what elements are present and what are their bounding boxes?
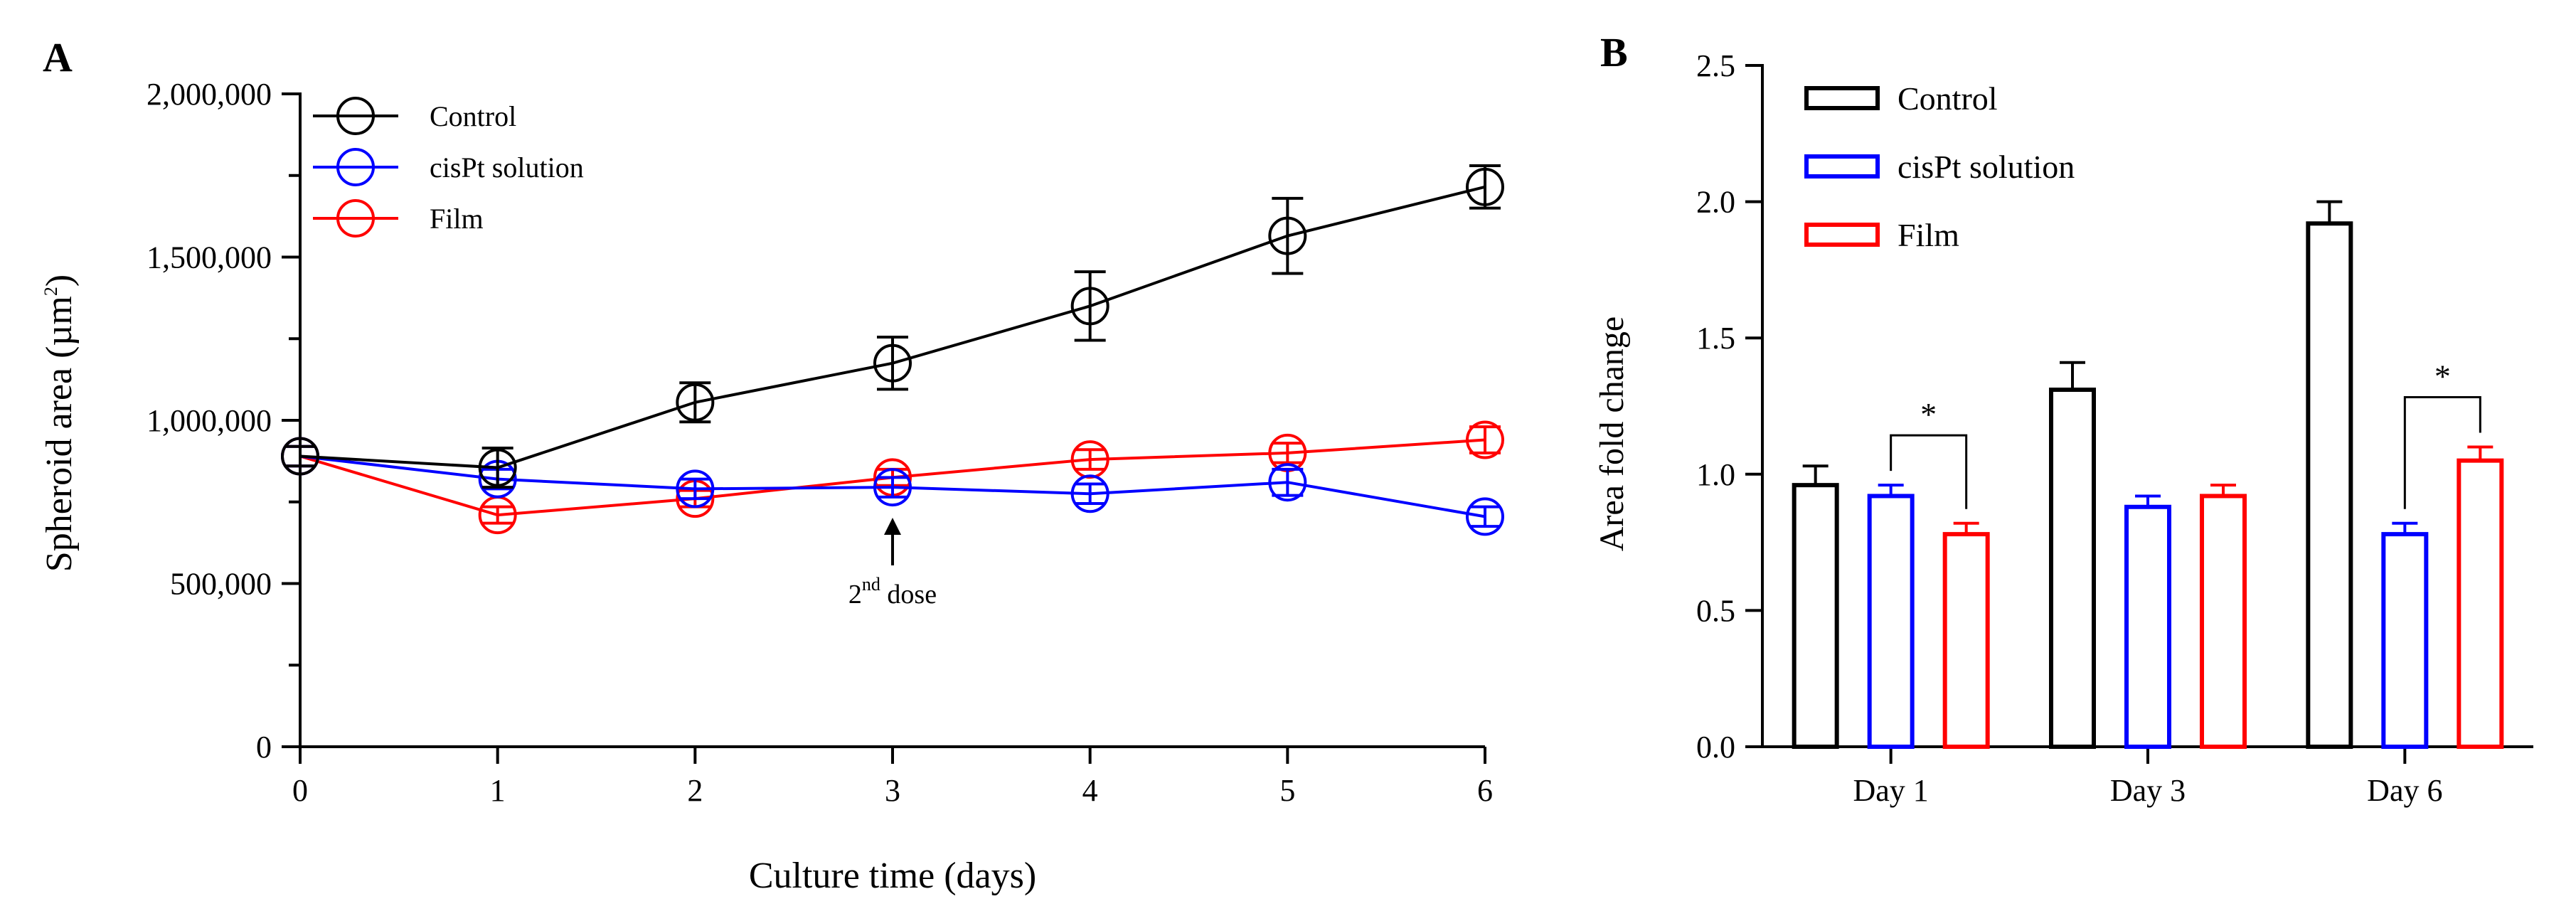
panel-a-legend-marker-film (336, 199, 375, 238)
panel-a-dose-annotation-sup: nd (862, 574, 880, 595)
panel-b-bar-cispt-solution (2124, 504, 2171, 749)
panel-a-x-axis-title: Culture time (days) (749, 856, 1036, 896)
panel-b-x-tick-label: Day 3 (2110, 773, 2186, 808)
panel-b-legend-label-control: Control (1898, 80, 1998, 117)
panel-a-y-tick-label: 1,000,000 (147, 403, 272, 438)
panel-b-y-axis-title: Area fold change (1593, 316, 1631, 552)
panel-a-x-tick-label: 6 (1477, 773, 1493, 808)
panel-a-y-tick-label: 2,000,000 (147, 77, 272, 112)
panel-b-y-tick-label: 1.5 (1696, 321, 1735, 356)
panel-a-dose-annotation-tail: dose (880, 580, 937, 609)
panel-a-dose-annotation: 2nd dose (848, 574, 937, 609)
panel-a-dose-annotation-main: 2 (848, 580, 862, 609)
panel-a-y-tick-label: 0 (256, 730, 272, 765)
panel-b-y-tick-label: 2.0 (1696, 185, 1735, 220)
panel-a-legend-label-control: Control (430, 100, 516, 132)
panel-a-point-cispt-solution (1466, 497, 1504, 536)
panel-b-x-tick-label: Day 6 (2367, 773, 2442, 808)
panel-a-point-cispt-solution (873, 468, 912, 507)
panel-a-legend-marker-cispt-solution (336, 148, 375, 186)
panel-b-legend-swatch-film (1804, 223, 1880, 247)
panel-a-dose-arrow-head (884, 518, 901, 535)
panel-a-x-tick-label: 4 (1082, 773, 1098, 808)
panel-b-y-tick-label: 0.5 (1696, 593, 1735, 628)
panel-a-point-cispt-solution (1268, 463, 1307, 502)
panel-a-point-control (873, 344, 912, 383)
panel-a-x-tick-label: 2 (687, 773, 703, 808)
panel-b-y-tick-label: 0.0 (1696, 730, 1735, 765)
panel-a-point-control (478, 448, 517, 487)
panel-a-point-control (1466, 167, 1504, 206)
panel-a-point-cispt-solution (676, 469, 715, 508)
panel-b-bar-cispt-solution (1867, 494, 1915, 749)
panel-b-bar-control (2049, 388, 2096, 749)
panel-a-y-tick-label: 500,000 (170, 567, 272, 602)
panel-b-bar-film (2457, 458, 2504, 749)
panel-b-legend-label-cispt-solution: cisPt solution (1898, 149, 2075, 185)
panel-b-significance-label: * (1920, 396, 1937, 432)
panel-b-significance-bracket (2403, 395, 2481, 509)
panel-a-letter: A (43, 34, 73, 80)
panel-a-x-tick-label: 0 (292, 773, 308, 808)
panel-b-y-tick-label: 2.5 (1696, 48, 1735, 83)
panel-a-chart: 0 500,000 1,000,000 1,500,000 2,000,000 0 1 2 3 4… (147, 77, 1504, 808)
panel-a-point-control (281, 437, 319, 476)
panel-a-x-tick-label: 3 (885, 773, 900, 808)
panel-a-point-cispt-solution (1070, 474, 1109, 513)
panel-b-significance-bracket (1890, 434, 1968, 509)
panel-a-y-axis-title-sup: 2 (41, 287, 61, 296)
panel-a-legend-label-cispt-solution: cisPt solution (430, 151, 584, 183)
panel-a-point-film (1466, 420, 1504, 459)
panel-a-x-tick-label: 5 (1279, 773, 1295, 808)
panel-b-y-tick-label: 1.0 (1696, 457, 1735, 492)
panel-a-y-axis-title-tail: ) (39, 275, 80, 287)
panel-a-x-tick-label: 1 (490, 773, 506, 808)
panel-b-bar-control (2306, 221, 2353, 750)
panel-a-point-control (1070, 287, 1109, 326)
panel-b-bar-control (1792, 483, 1839, 749)
panel-b-significance-label: * (2434, 358, 2451, 394)
panel-a-y-axis-title: Spheroid area (µm2) (39, 275, 80, 572)
panel-b-legend-swatch-control (1804, 86, 1880, 110)
panel-b-bar-film (2200, 494, 2247, 749)
panel-a-legend-label-film: Film (430, 203, 484, 235)
panel-b-bar-cispt-solution (2381, 532, 2429, 749)
panel-b-legend-swatch-cispt-solution (1804, 154, 1880, 179)
panel-a-point-control (1268, 216, 1307, 255)
panel-a-legend-marker-control (336, 97, 375, 135)
panel-b-bar-film (1942, 532, 1990, 749)
panel-b-legend-label-film: Film (1898, 217, 1959, 253)
panel-a-point-control (676, 383, 715, 422)
panel-b-chart: 0.0 0.5 1.0 1.5 2.0 2.5 Day 1 Day 3 Day 6 * * Contr… (1696, 48, 2533, 808)
panel-a-y-tick-label: 1,500,000 (147, 240, 272, 275)
panel-b-x-tick-label: Day 1 (1853, 773, 1929, 808)
panel-b-letter: B (1600, 29, 1628, 75)
panel-a-y-axis-title-main: Spheroid area (µm (39, 296, 80, 572)
